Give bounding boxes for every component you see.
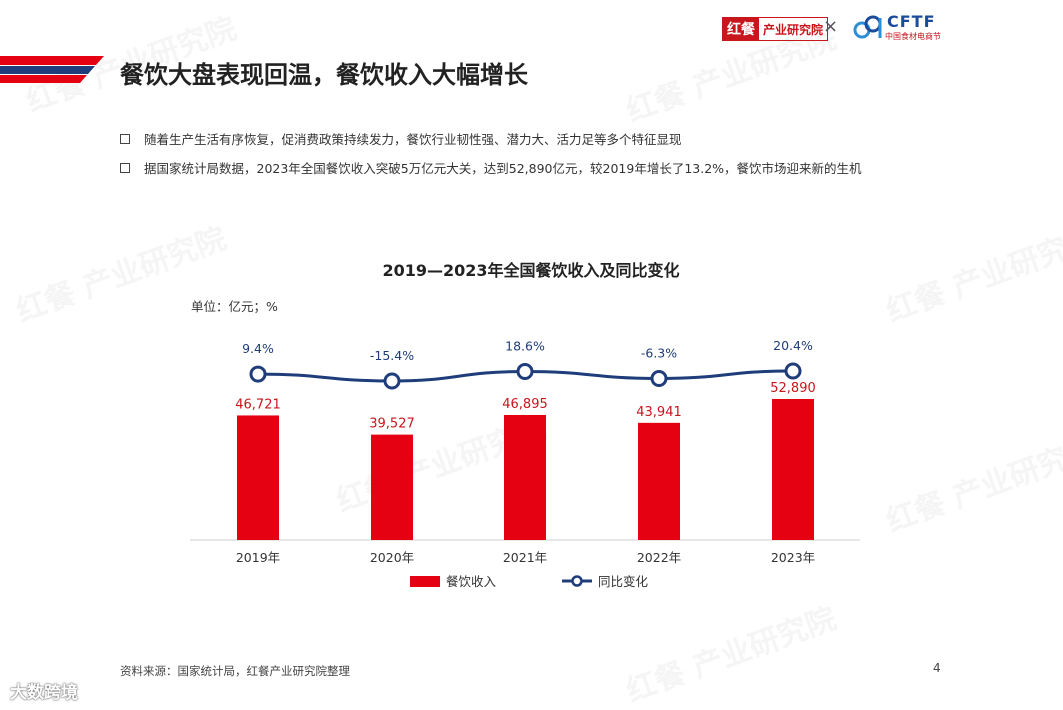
- bullet-square-icon: [120, 162, 130, 173]
- x-tick-label: 2020年: [370, 550, 414, 565]
- bar: [638, 422, 680, 540]
- bar: [237, 415, 279, 540]
- legend-swatch-bar: [410, 576, 440, 587]
- x-tick-label: 2021年: [503, 550, 547, 565]
- cftf-logo: CFTF 中国食材电商节: [853, 12, 953, 44]
- bar-value-label: 52,890: [770, 381, 816, 396]
- title-stripe-decoration: [0, 56, 104, 83]
- yoy-marker: [516, 363, 534, 381]
- yoy-marker: [249, 365, 267, 383]
- logo-mark: 红餐: [723, 18, 759, 40]
- x-tick-label: 2023年: [771, 550, 815, 565]
- bullet-text: 据国家统计局数据，2023年全国餐饮收入突破5万亿元大关，达到52,890亿元，…: [144, 161, 862, 176]
- bullet-item: 据国家统计局数据，2023年全国餐饮收入突破5万亿元大关，达到52,890亿元，…: [120, 153, 862, 182]
- legend-label-bar: 餐饮收入: [446, 574, 497, 589]
- yoy-value-label: 9.4%: [242, 341, 274, 356]
- bottom-watermark: 大数跨境: [10, 683, 78, 703]
- legend-swatch-marker: [571, 575, 583, 587]
- yoy-value-label: 20.4%: [773, 338, 813, 353]
- chart-title: 2019—2023年全国餐饮收入及同比变化: [382, 261, 679, 280]
- bar: [772, 399, 814, 540]
- logo-text: 产业研究院: [763, 22, 824, 37]
- cftf-subtitle: 中国食材电商节: [885, 32, 941, 41]
- x-tick-label: 2022年: [637, 550, 681, 565]
- bar-value-label: 39,527: [369, 417, 415, 432]
- yoy-value-label: -6.3%: [641, 345, 677, 360]
- cftf-letters: CFTF: [887, 12, 936, 31]
- page-title: 餐饮大盘表现回温，餐饮收入大幅增长: [120, 61, 528, 89]
- hongcan-logo: 红餐 产业研究院: [722, 17, 829, 41]
- page-number: 4: [933, 661, 941, 675]
- bullet-item: 随着生产生活有序恢复，促消费政策持续发力，餐饮行业韧性强、潜力大、活力足等多个特…: [120, 124, 862, 153]
- unit-label: 单位：亿元；%: [191, 299, 278, 314]
- bar-value-label: 43,941: [636, 405, 682, 420]
- yoy-marker: [784, 362, 802, 380]
- x-tick-label: 2019年: [236, 550, 280, 565]
- bar-value-label: 46,895: [502, 397, 548, 412]
- yoy-marker: [650, 369, 668, 387]
- bar-value-label: 46,721: [235, 397, 281, 412]
- times-sign: ×: [823, 16, 839, 37]
- bullet-text: 随着生产生活有序恢复，促消费政策持续发力，餐饮行业韧性强、潜力大、活力足等多个特…: [144, 132, 682, 147]
- yoy-value-label: 18.6%: [505, 339, 545, 354]
- legend-label-line: 同比变化: [598, 574, 649, 589]
- bar: [371, 434, 413, 540]
- bullet-list: 随着生产生活有序恢复，促消费政策持续发力，餐饮行业韧性强、潜力大、活力足等多个特…: [120, 124, 862, 182]
- yoy-value-label: -15.4%: [370, 348, 414, 363]
- source-note: 资料来源：国家统计局，红餐产业研究院整理: [120, 664, 350, 678]
- yoy-marker: [383, 372, 401, 390]
- bullet-square-icon: [120, 133, 130, 144]
- cftf-emblem-icon: [853, 15, 882, 39]
- bar: [504, 414, 546, 540]
